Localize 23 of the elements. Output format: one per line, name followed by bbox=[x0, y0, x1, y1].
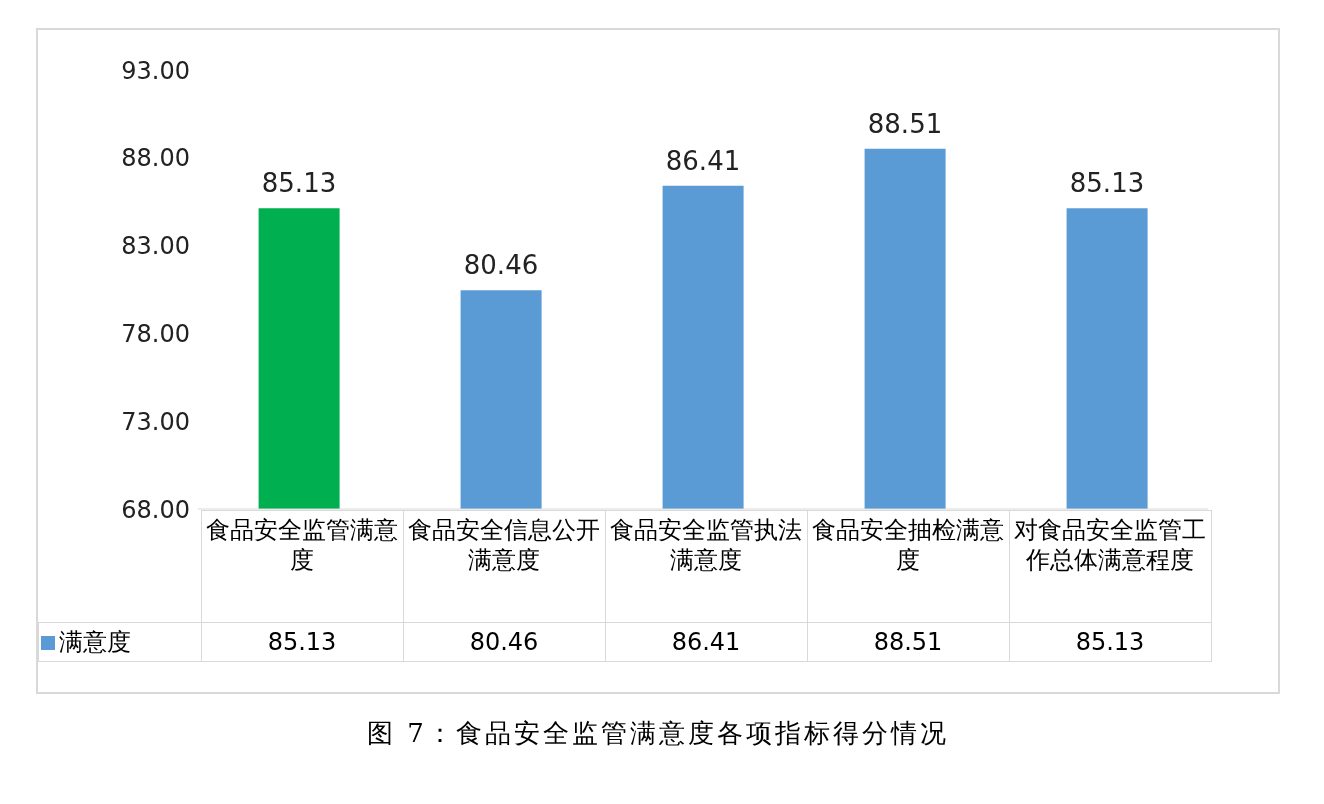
y-tick-label: 78.00 bbox=[121, 319, 190, 348]
y-tick-label: 93.00 bbox=[121, 56, 190, 85]
annotation: 85.13 bbox=[1069, 168, 1145, 199]
y-tick-label: 68.00 bbox=[121, 495, 190, 524]
x-tick-label: 食品安全抽检满意度 bbox=[807, 510, 1009, 623]
y-tick-label: 73.00 bbox=[121, 407, 190, 436]
data-label: 85.13 bbox=[1009, 622, 1211, 662]
x-tick-label: 食品安全信息公开满意度 bbox=[403, 510, 605, 623]
annotation: 85.13 bbox=[261, 168, 337, 199]
data-label: 86.41 bbox=[605, 622, 807, 662]
data-label: 85.13 bbox=[201, 622, 403, 662]
annotation: 86.41 bbox=[665, 145, 741, 176]
x-tick-label: 食品安全监管执法满意度 bbox=[605, 510, 807, 623]
legend-label: 满意度 bbox=[38, 622, 201, 662]
text: 图 7：食品安全监管满意度各项指标得分情况 bbox=[366, 717, 950, 750]
y-tick-label: 88.00 bbox=[121, 144, 190, 173]
x-tick-label: 对食品安全监管工作总体满意程度 bbox=[1009, 510, 1211, 623]
annotation: 80.46 bbox=[463, 250, 539, 281]
annotation: 88.51 bbox=[867, 108, 943, 139]
data-label: 80.46 bbox=[403, 622, 605, 662]
x-tick-label: 食品安全监管满意度 bbox=[201, 510, 403, 623]
data-label: 88.51 bbox=[807, 622, 1009, 662]
y-tick-label: 83.00 bbox=[121, 232, 190, 261]
